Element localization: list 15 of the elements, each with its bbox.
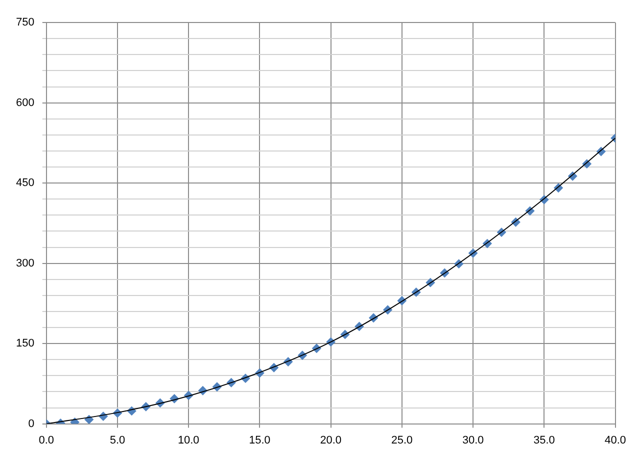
y-tick-label: 750	[16, 16, 34, 29]
x-tick-label: 10.0	[178, 434, 200, 446]
x-tick-label: 35.0	[533, 434, 555, 446]
y-tick-label: 0	[28, 418, 34, 430]
y-tick-label: 150	[16, 338, 34, 350]
y-tick-label: 300	[16, 257, 34, 270]
x-tick-label: 25.0	[391, 434, 413, 446]
x-tick-label: 40.0	[604, 434, 626, 446]
x-tick-label: 5.0	[110, 434, 126, 446]
y-tick-label: 450	[16, 177, 34, 190]
x-tick-label: 30.0	[462, 434, 484, 446]
x-tick-label: 20.0	[320, 434, 342, 446]
x-tick-label: 0.0	[38, 434, 54, 446]
y-tick-label: 600	[16, 96, 34, 109]
x-tick-label: 15.0	[248, 434, 270, 446]
